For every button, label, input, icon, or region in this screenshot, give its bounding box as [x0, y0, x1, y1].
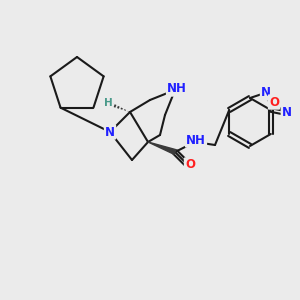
- Text: N: N: [261, 86, 271, 100]
- Text: N: N: [282, 106, 292, 119]
- Text: NH: NH: [186, 134, 206, 146]
- Text: O: O: [269, 95, 279, 109]
- Text: H: H: [103, 98, 112, 108]
- Text: N: N: [105, 125, 115, 139]
- Text: O: O: [185, 158, 195, 172]
- Text: NH: NH: [167, 82, 187, 95]
- Polygon shape: [148, 142, 176, 154]
